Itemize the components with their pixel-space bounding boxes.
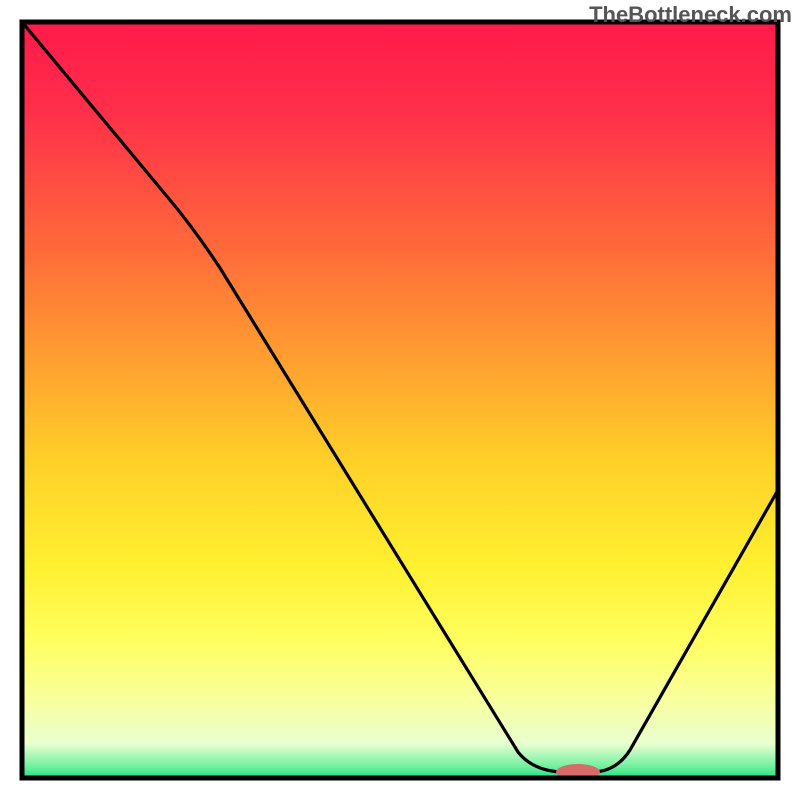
bottleneck-chart [0, 0, 800, 800]
watermark-text: TheBottleneck.com [589, 2, 792, 28]
chart-container: { "watermark": "TheBottleneck.com", "cha… [0, 0, 800, 800]
gradient-background [22, 22, 778, 778]
